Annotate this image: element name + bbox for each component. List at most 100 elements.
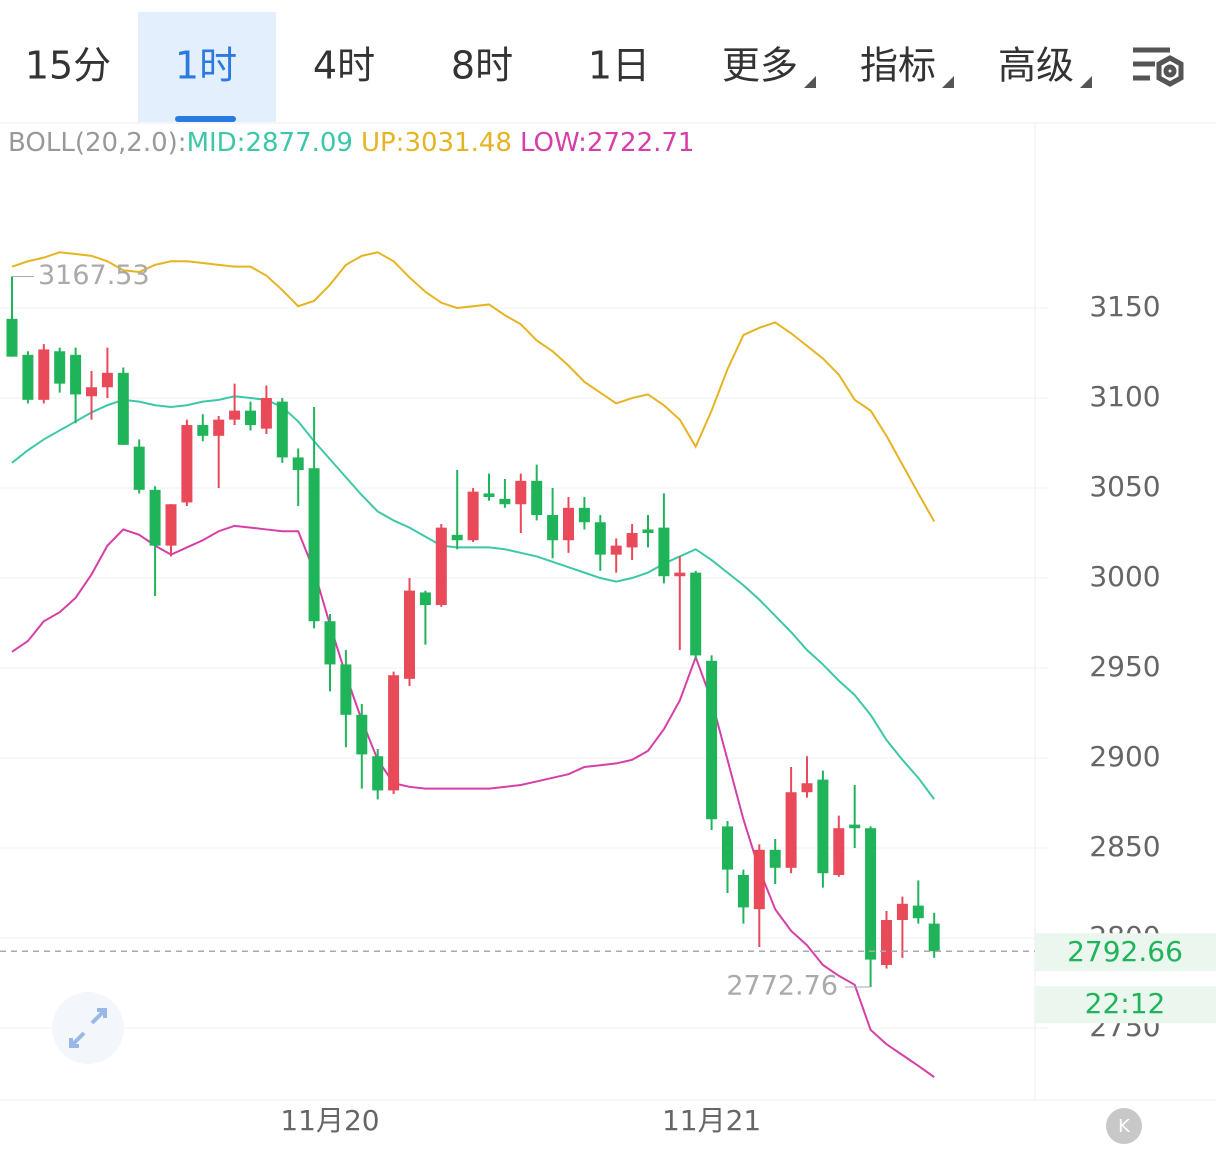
legend-mid: MID:2877.09 xyxy=(187,128,353,158)
candle-body xyxy=(722,826,733,870)
candle-body xyxy=(70,354,82,395)
candle-body xyxy=(197,425,209,436)
candle-body xyxy=(706,660,718,820)
legend-low: LOW:2722.71 xyxy=(520,128,694,158)
tab[interactable]: 更多 xyxy=(722,44,798,88)
candle-body xyxy=(101,372,113,388)
candle-body xyxy=(610,545,622,555)
candle-body xyxy=(388,675,400,791)
candle-body xyxy=(626,533,638,548)
candle-body xyxy=(753,849,765,910)
candle-body xyxy=(133,446,145,490)
candle-body xyxy=(451,534,463,541)
candle-body xyxy=(86,387,97,397)
x-tick-label: 11月21 xyxy=(662,1104,761,1137)
y-tick-label: 3100 xyxy=(1089,380,1160,413)
candle-body xyxy=(356,714,368,755)
candle-body xyxy=(515,480,527,505)
settings-icon[interactable] xyxy=(1133,47,1184,87)
candle-body xyxy=(419,592,431,606)
candle-body xyxy=(785,792,797,868)
tab[interactable]: 1日 xyxy=(588,44,650,88)
y-tick-label: 2900 xyxy=(1089,740,1160,773)
candle-body xyxy=(22,354,34,400)
tab[interactable]: 15分 xyxy=(25,44,111,88)
candle-body xyxy=(245,410,256,426)
candle-body xyxy=(849,824,861,829)
candle-body xyxy=(658,527,670,577)
candle-body xyxy=(896,903,908,921)
min-label: 2772.76 xyxy=(726,971,838,1002)
y-tick-label: 2950 xyxy=(1089,650,1160,683)
countdown: 22:12 xyxy=(1085,987,1166,1020)
tab[interactable]: 1时 xyxy=(175,44,237,88)
legend-title: BOLL(20,2.0): xyxy=(8,128,187,158)
candle-body xyxy=(642,529,654,534)
candle-body xyxy=(38,349,50,400)
tab[interactable]: 4时 xyxy=(313,44,375,88)
candle-body xyxy=(737,875,749,908)
candle-body xyxy=(865,828,877,960)
tab[interactable]: 高级 xyxy=(998,44,1074,88)
candle-body xyxy=(117,372,129,445)
candle-body xyxy=(308,468,320,622)
candle-body xyxy=(404,590,415,679)
x-tick-label: 11月20 xyxy=(280,1104,379,1137)
candle-body xyxy=(165,504,177,546)
candle-body xyxy=(292,457,304,471)
price-tag: 2792.66 xyxy=(1067,935,1183,968)
candle-body xyxy=(54,351,66,384)
candle-body xyxy=(881,920,892,966)
candle-body xyxy=(181,425,193,503)
price-tag-bg xyxy=(1035,933,1216,972)
candle-body xyxy=(6,318,18,357)
candle-body xyxy=(372,756,384,791)
candle-body xyxy=(149,489,161,546)
candle-body xyxy=(467,491,479,541)
tab[interactable]: 指标 xyxy=(860,44,936,88)
max-label: 3167.53 xyxy=(38,260,150,291)
legend-up: UP:3031.48 xyxy=(361,128,512,158)
candle-body xyxy=(499,498,511,505)
candle-body xyxy=(324,621,336,665)
candle-body xyxy=(817,779,829,874)
tab[interactable]: 8时 xyxy=(451,44,513,88)
candle-body xyxy=(594,522,606,555)
boll-line xyxy=(11,524,935,1078)
dropdown-triangle xyxy=(942,76,954,88)
kline-icon: K xyxy=(1118,1116,1131,1137)
expand-icon xyxy=(69,1008,107,1048)
kline-button[interactable] xyxy=(1106,1108,1142,1144)
candle-body xyxy=(912,905,924,919)
expand-button[interactable] xyxy=(52,992,124,1064)
candle-body xyxy=(531,480,543,516)
boll-line xyxy=(11,251,936,522)
candle-body xyxy=(276,401,288,458)
candle-body xyxy=(801,783,813,793)
countdown-bg xyxy=(1035,986,1216,1024)
y-tick-label: 3050 xyxy=(1089,470,1160,503)
tab-selected-bg xyxy=(138,12,276,122)
candle-body xyxy=(547,515,559,541)
candle-body xyxy=(260,398,272,429)
candle-body xyxy=(435,527,447,606)
candle-body xyxy=(340,664,352,715)
candle-body xyxy=(928,923,940,952)
candle-body xyxy=(213,419,225,436)
candle-body xyxy=(483,493,495,498)
y-tick-label: 3000 xyxy=(1089,560,1160,593)
candle-body xyxy=(674,572,686,577)
candle-body xyxy=(769,849,781,868)
legend: BOLL(20,2.0):MID:2877.09 UP:3031.48 LOW:27… xyxy=(8,128,694,158)
dropdown-triangle xyxy=(1080,76,1092,88)
y-tick-label: 2850 xyxy=(1089,830,1160,863)
y-tick-label: 3150 xyxy=(1089,290,1160,323)
candle-body xyxy=(690,572,702,656)
boll-line xyxy=(11,395,936,800)
dropdown-triangle xyxy=(804,76,816,88)
candle-body xyxy=(833,828,845,876)
candle-body xyxy=(229,410,241,420)
candle-body xyxy=(578,507,590,523)
candle-body xyxy=(563,507,574,541)
